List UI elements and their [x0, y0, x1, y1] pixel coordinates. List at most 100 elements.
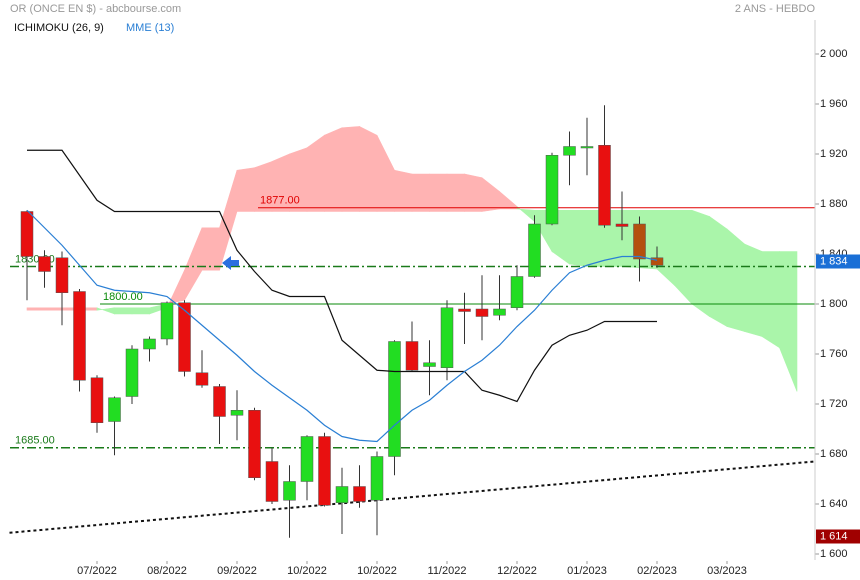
cloud-segment [114, 307, 133, 315]
cloud-segment [131, 307, 150, 315]
candle-body [423, 362, 436, 367]
candle-body [615, 223, 629, 227]
cloud-segment [569, 209, 588, 267]
candle-body [318, 436, 331, 506]
cloud-segment [324, 127, 343, 212]
x-tick-label: 10/2022 [287, 565, 327, 577]
cloud-segment [481, 177, 500, 212]
candle-body [38, 256, 51, 272]
cloud-segment [691, 209, 710, 318]
cloud-segment [516, 205, 535, 223]
cloud-segment [44, 307, 63, 311]
y-tick-label: 2 000 [820, 48, 848, 60]
level-label: 1800.00 [103, 291, 143, 303]
x-tick-label: 10/2022 [357, 565, 397, 577]
x-tick-label: 09/2022 [217, 565, 257, 577]
cloud-segment [341, 126, 360, 212]
candle-body [160, 302, 174, 340]
cloud-segment [201, 227, 220, 271]
cloud-segment [359, 126, 378, 212]
candle-body [405, 341, 419, 371]
y-tick-label: 1 960 [820, 98, 848, 110]
cloud-segment [726, 228, 745, 332]
indicator-line [27, 149, 657, 403]
chart-subtitle: 2 ANS - HEBDO [735, 3, 816, 15]
cloud-segment [674, 209, 693, 305]
indicator-line [26, 209, 658, 443]
cloud-segment [429, 173, 448, 212]
candle-body [300, 436, 314, 482]
x-tick-label: 11/2022 [428, 565, 467, 577]
cloud-segment [709, 215, 728, 328]
x-tick-label: 02/2023 [637, 565, 677, 577]
level-label: 1685.00 [15, 435, 55, 447]
candle-body [335, 486, 349, 503]
candle-body [125, 348, 139, 397]
candle-body [178, 302, 191, 372]
candle-body [108, 397, 121, 422]
candle-body [283, 481, 296, 501]
candle-body [633, 223, 646, 260]
candle-body [213, 386, 226, 417]
cloud-segment [446, 173, 465, 212]
x-tick-label: 12/2022 [497, 565, 537, 577]
candle-body [230, 410, 244, 416]
y-tick-label: 1 720 [820, 398, 848, 410]
cloud-segment [236, 167, 255, 212]
legend-entry: ICHIMOKU (26, 9) [14, 22, 104, 34]
y-tick-label: 1 800 [820, 298, 848, 310]
candle-body [370, 456, 384, 501]
cloud-segment [744, 243, 763, 337]
candle-body [248, 410, 261, 478]
cloud-segment [26, 307, 45, 311]
cloud-segment [184, 227, 203, 302]
cloud-segment [219, 170, 238, 271]
candle-body [545, 155, 559, 225]
candle-body [73, 291, 86, 381]
x-tick-label: 03/2023 [707, 565, 747, 577]
cloud-segment [411, 173, 430, 212]
arrow-marker [222, 256, 239, 270]
candle-body [90, 377, 104, 423]
candle-body [388, 341, 401, 457]
x-tick-label: 08/2022 [147, 565, 187, 577]
cloud-segment [376, 135, 395, 212]
y-tick-label: 1 880 [820, 198, 848, 210]
cloud-segment [96, 307, 115, 315]
trendline [9, 460, 815, 534]
legend-entry: MME (13) [126, 22, 174, 34]
candle-body [55, 257, 69, 293]
level-label: 1877.00 [260, 195, 300, 207]
candle-body [598, 145, 611, 226]
candle-body [563, 146, 576, 156]
candle-body [20, 211, 34, 257]
price-tag [816, 254, 860, 269]
y-tick-label: 1 760 [820, 348, 848, 360]
candle-body [458, 308, 471, 312]
candle-body [580, 146, 594, 149]
cloud-segment [306, 134, 325, 212]
candle-body [353, 486, 366, 502]
candle-body [528, 223, 541, 277]
cloud-segment [656, 209, 675, 286]
price-tag-label: 1 834 [820, 255, 848, 267]
y-tick-label: 1 680 [820, 448, 848, 460]
candle-body [195, 372, 209, 386]
candle-body [493, 308, 506, 316]
y-tick-label: 1 920 [820, 148, 848, 160]
x-tick-label: 07/2022 [77, 565, 117, 577]
y-tick-label: 1 600 [820, 548, 848, 560]
cloud-segment [464, 173, 483, 212]
price-tag-label: 1 614 [820, 530, 848, 542]
candle-body [475, 308, 489, 317]
cloud-segment [394, 169, 413, 212]
cloud-layer [26, 126, 798, 392]
candle-body [440, 307, 454, 368]
cloud-segment [499, 190, 518, 210]
x-tick-label: 01/2023 [567, 565, 607, 577]
price-tag [816, 529, 860, 544]
cloud-segment [166, 270, 185, 308]
